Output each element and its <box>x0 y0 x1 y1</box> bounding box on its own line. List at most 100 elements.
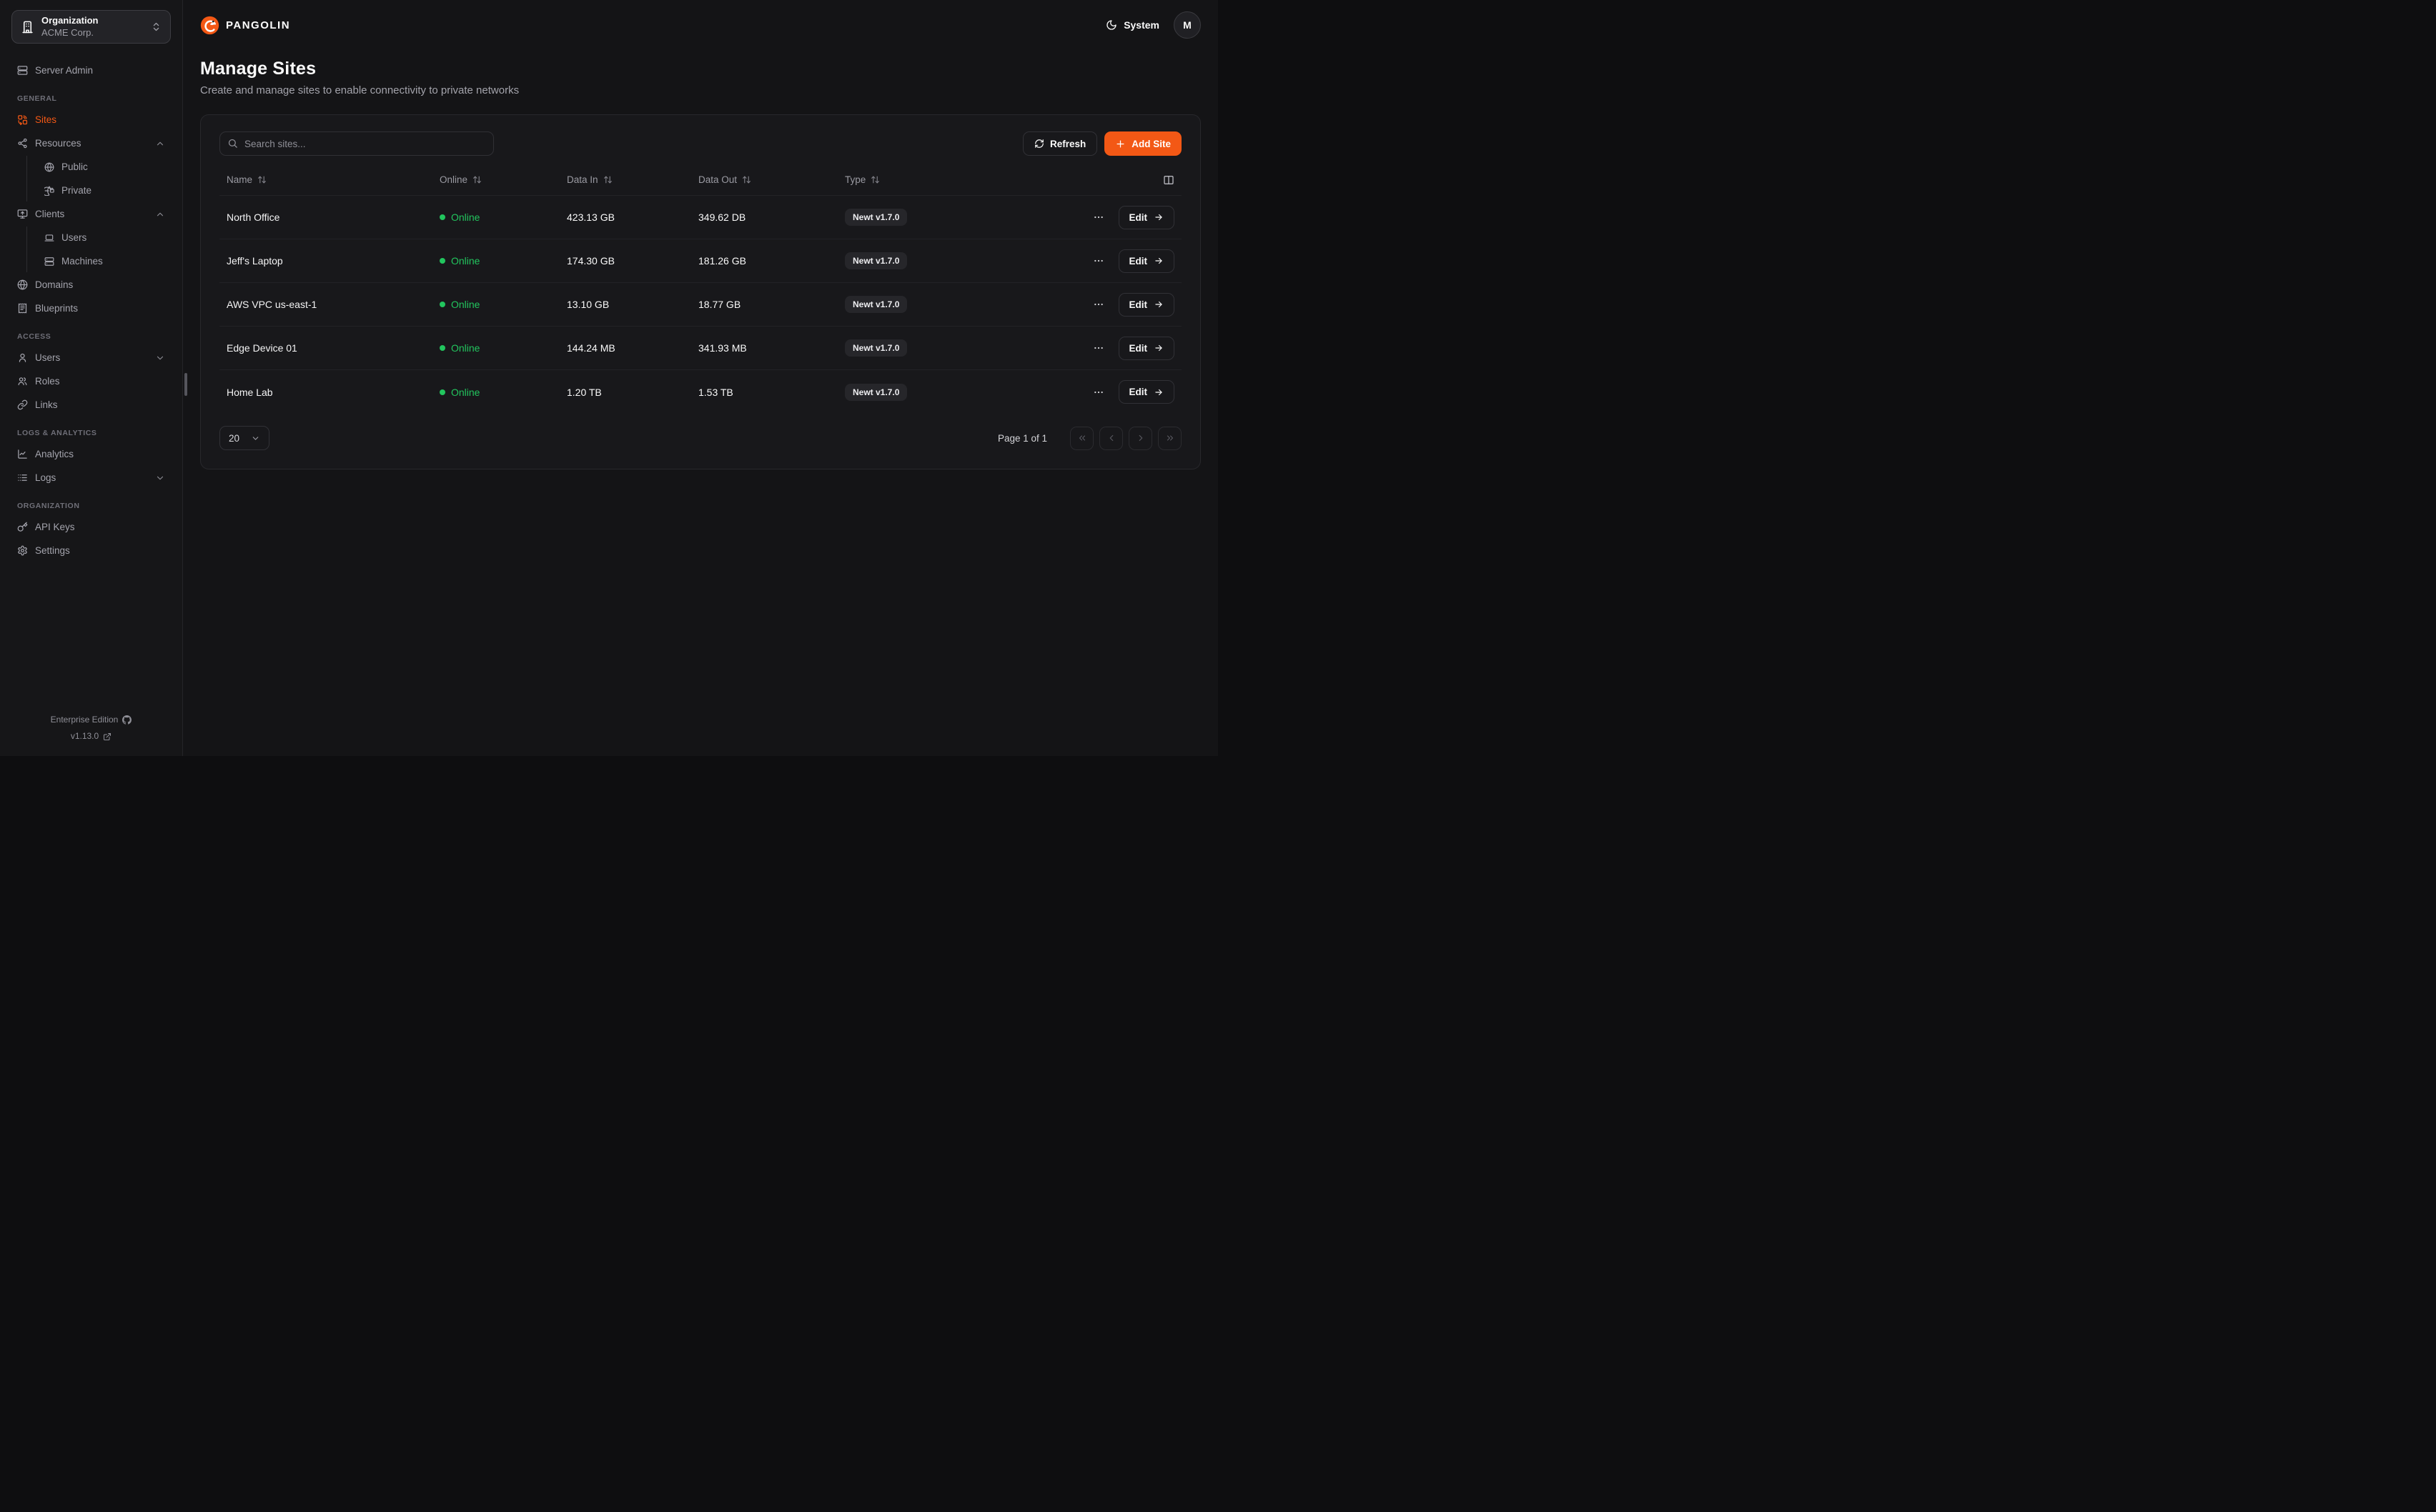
column-header-online[interactable]: Online <box>440 174 567 185</box>
sidebar-item-users[interactable]: Users <box>11 347 171 369</box>
edit-label: Edit <box>1129 387 1148 397</box>
row-menu-icon[interactable] <box>1090 296 1107 313</box>
edit-button[interactable]: Edit <box>1118 205 1174 229</box>
edit-button[interactable]: Edit <box>1118 292 1174 317</box>
data-out-value: 349.62 DB <box>698 212 746 223</box>
site-name: Home Lab <box>227 386 273 398</box>
column-header-type[interactable]: Type <box>845 174 1163 185</box>
arrow-right-icon <box>1154 299 1164 309</box>
add-site-button[interactable]: Add Site <box>1104 131 1182 156</box>
sidebar-resize-handle[interactable] <box>184 373 187 396</box>
sites-card: Refresh Add Site Name Online <box>200 114 1201 469</box>
organization-label: Organization <box>41 15 99 26</box>
sidebar-item-blueprints[interactable]: Blueprints <box>11 297 171 319</box>
data-in-value: 13.10 GB <box>567 299 610 310</box>
column-header-data-in[interactable]: Data In <box>567 174 698 185</box>
sites-icon <box>17 114 28 125</box>
sidebar-item-analytics[interactable]: Analytics <box>11 443 171 465</box>
table-row: AWS VPC us-east-1 Online 13.10 GB 18.77 … <box>219 283 1182 327</box>
data-in-value: 144.24 MB <box>567 342 615 354</box>
arrow-right-icon <box>1154 212 1164 222</box>
page-subtitle: Create and manage sites to enable connec… <box>200 84 520 96</box>
github-icon[interactable] <box>122 715 132 725</box>
sidebar-item-api-keys[interactable]: API Keys <box>11 516 171 538</box>
row-menu-icon[interactable] <box>1090 252 1107 269</box>
pangolin-logo-icon <box>200 16 219 35</box>
avatar[interactable]: M <box>1174 11 1201 39</box>
page-title: Manage Sites <box>200 59 317 79</box>
sidebar-item-client-users[interactable]: Users <box>27 227 171 249</box>
external-link-icon[interactable] <box>103 732 112 741</box>
next-page-button[interactable] <box>1129 426 1152 450</box>
arrow-right-icon <box>1154 387 1164 397</box>
type-badge: Newt v1.7.0 <box>845 252 908 269</box>
chart-line-icon <box>17 449 28 459</box>
sidebar-item-roles[interactable]: Roles <box>11 370 171 392</box>
edit-label: Edit <box>1129 212 1148 223</box>
resources-subgroup: Public Private <box>26 156 171 202</box>
user-icon <box>17 352 28 363</box>
sidebar-item-settings[interactable]: Settings <box>11 539 171 562</box>
sort-icon <box>257 175 267 184</box>
sidebar-item-sites[interactable]: Sites <box>11 109 171 131</box>
online-status-dot <box>440 345 445 351</box>
edit-button[interactable]: Edit <box>1118 336 1174 360</box>
page-size-select[interactable]: 20 <box>219 426 269 450</box>
sidebar-item-machines[interactable]: Machines <box>27 250 171 272</box>
previous-page-button[interactable] <box>1099 426 1123 450</box>
data-out-value: 341.93 MB <box>698 342 747 354</box>
last-page-button[interactable] <box>1158 426 1182 450</box>
first-page-button[interactable] <box>1070 426 1094 450</box>
edition-label: Enterprise Edition <box>50 715 119 725</box>
table-row: Home Lab Online 1.20 TB 1.53 TB Newt v1.… <box>219 370 1182 414</box>
resources-icon <box>17 138 28 149</box>
sidebar-item-resources[interactable]: Resources <box>11 132 171 154</box>
sidebar-item-logs[interactable]: Logs <box>11 467 171 489</box>
building-icon <box>21 20 34 34</box>
sidebar-item-clients[interactable]: Clients <box>11 203 171 225</box>
edit-label: Edit <box>1129 299 1148 310</box>
sort-icon <box>742 175 751 184</box>
refresh-button[interactable]: Refresh <box>1022 131 1098 156</box>
sort-icon <box>871 175 880 184</box>
organization-selector[interactable]: Organization ACME Corp. <box>11 10 171 44</box>
online-status-label: Online <box>451 255 480 267</box>
version-label: v1.13.0 <box>70 731 99 742</box>
sidebar-item-private[interactable]: Private <box>27 179 171 202</box>
edit-button[interactable]: Edit <box>1118 249 1174 273</box>
edit-button[interactable]: Edit <box>1118 380 1174 404</box>
columns-toggle-icon[interactable] <box>1163 174 1174 186</box>
sidebar-item-public[interactable]: Public <box>27 156 171 178</box>
sort-icon <box>603 175 613 184</box>
theme-toggle[interactable]: System <box>1106 19 1159 31</box>
online-status-dot <box>440 302 445 307</box>
row-menu-icon[interactable] <box>1090 384 1107 401</box>
globe-icon <box>17 279 28 290</box>
monitor-up-icon <box>17 209 28 219</box>
sidebar-item-domains[interactable]: Domains <box>11 274 171 296</box>
section-organization: ORGANIZATION <box>17 502 80 510</box>
sidebar-item-server-admin[interactable]: Server Admin <box>11 59 171 81</box>
sidebar-item-links[interactable]: Links <box>11 394 171 416</box>
link-icon <box>17 399 28 410</box>
section-access: ACCESS <box>17 332 51 341</box>
type-badge: Newt v1.7.0 <box>845 296 908 313</box>
row-menu-icon[interactable] <box>1090 209 1107 226</box>
type-badge: Newt v1.7.0 <box>845 339 908 357</box>
chevrons-up-down-icon <box>151 21 162 32</box>
globe-lock-icon <box>44 186 54 196</box>
type-badge: Newt v1.7.0 <box>845 383 908 401</box>
online-status-dot <box>440 258 445 264</box>
data-in-value: 423.13 GB <box>567 212 615 223</box>
type-badge: Newt v1.7.0 <box>845 209 908 226</box>
search-field <box>219 131 494 156</box>
receipt-icon <box>17 303 28 314</box>
column-header-data-out[interactable]: Data Out <box>698 174 845 185</box>
server-icon <box>44 257 54 267</box>
column-header-name[interactable]: Name <box>227 174 440 185</box>
server-icon <box>17 65 28 76</box>
clients-subgroup: Users Machines <box>26 227 171 272</box>
search-input[interactable] <box>219 131 494 156</box>
organization-value: ACME Corp. <box>41 26 94 38</box>
row-menu-icon[interactable] <box>1090 339 1107 357</box>
